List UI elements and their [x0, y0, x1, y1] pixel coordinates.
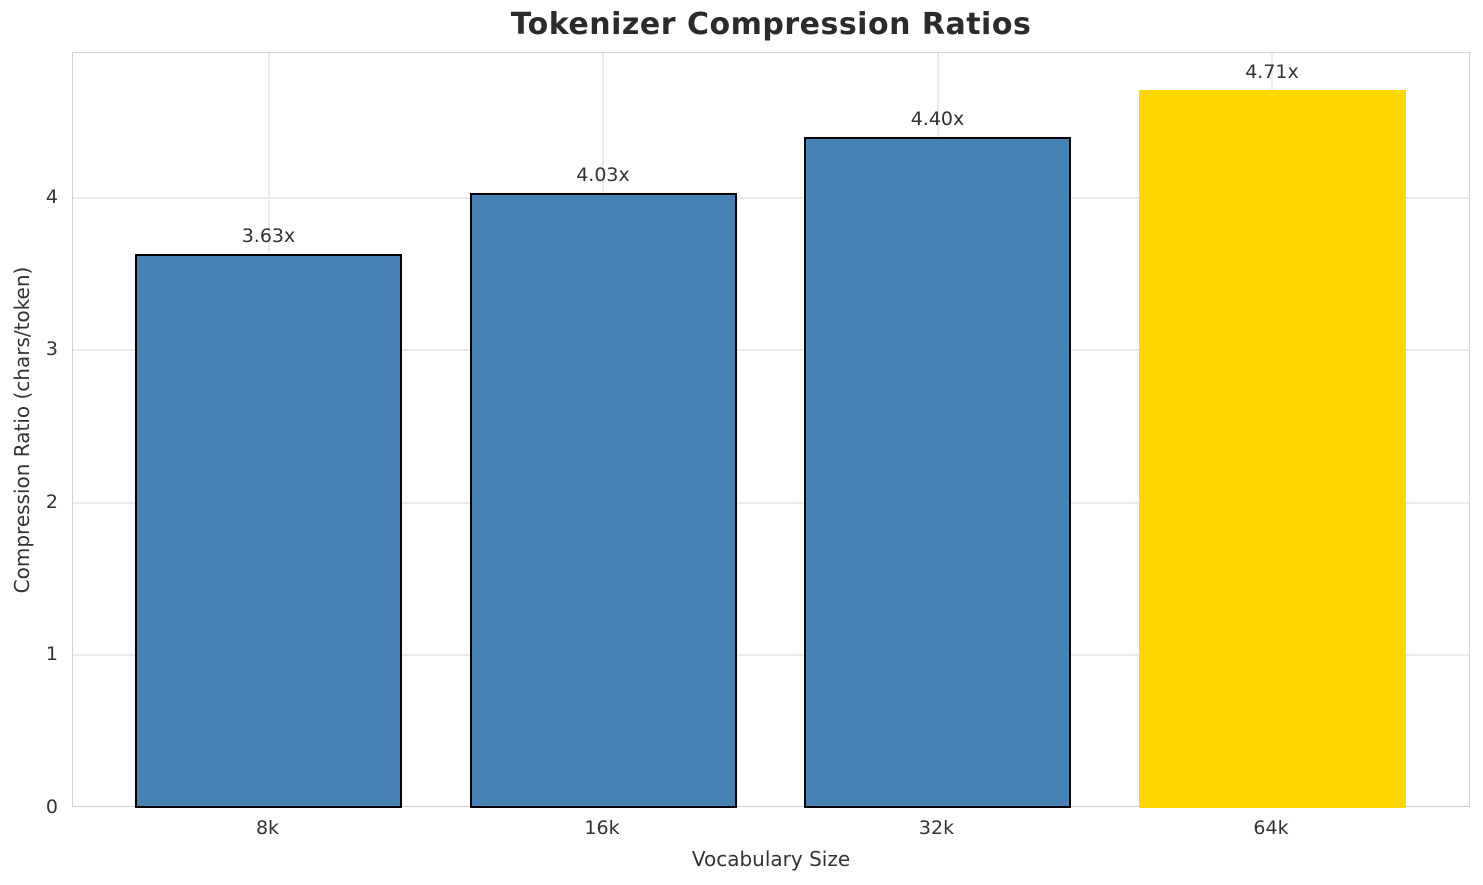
y-tick-label: 2 — [45, 490, 58, 513]
y-tick-label: 4 — [45, 185, 58, 208]
horizontal-gridline — [73, 196, 1469, 199]
bar-value-label: 4.71x — [1245, 60, 1299, 83]
x-axis-label: Vocabulary Size — [691, 847, 851, 871]
y-tick-label: 1 — [45, 643, 58, 666]
plot-area: 3.63x 4.03x 4.40x 4.71x — [72, 52, 1470, 808]
bar-8k — [135, 254, 402, 808]
bar-64k — [1138, 89, 1406, 808]
y-tick-label: 3 — [45, 338, 58, 361]
y-tick-label: 0 — [45, 796, 58, 818]
y-axis-label: Compression Ratio (chars/token) — [10, 266, 34, 594]
x-tick-label: 64k — [1253, 817, 1289, 839]
x-tick-label: 32k — [918, 817, 955, 839]
chart-title: Tokenizer Compression Ratios — [510, 7, 1032, 42]
bar-value-label: 3.63x — [241, 225, 296, 248]
horizontal-gridline — [73, 501, 1469, 504]
horizontal-gridline — [73, 654, 1469, 657]
bar-value-label: 4.03x — [576, 164, 630, 187]
horizontal-gridline — [73, 349, 1469, 352]
x-tick-label: 16k — [584, 817, 620, 839]
bar-16k — [469, 193, 737, 808]
x-tick-label: 8k — [255, 817, 280, 839]
bar-value-label: 4.40x — [910, 107, 965, 130]
bar-32k — [804, 136, 1071, 808]
